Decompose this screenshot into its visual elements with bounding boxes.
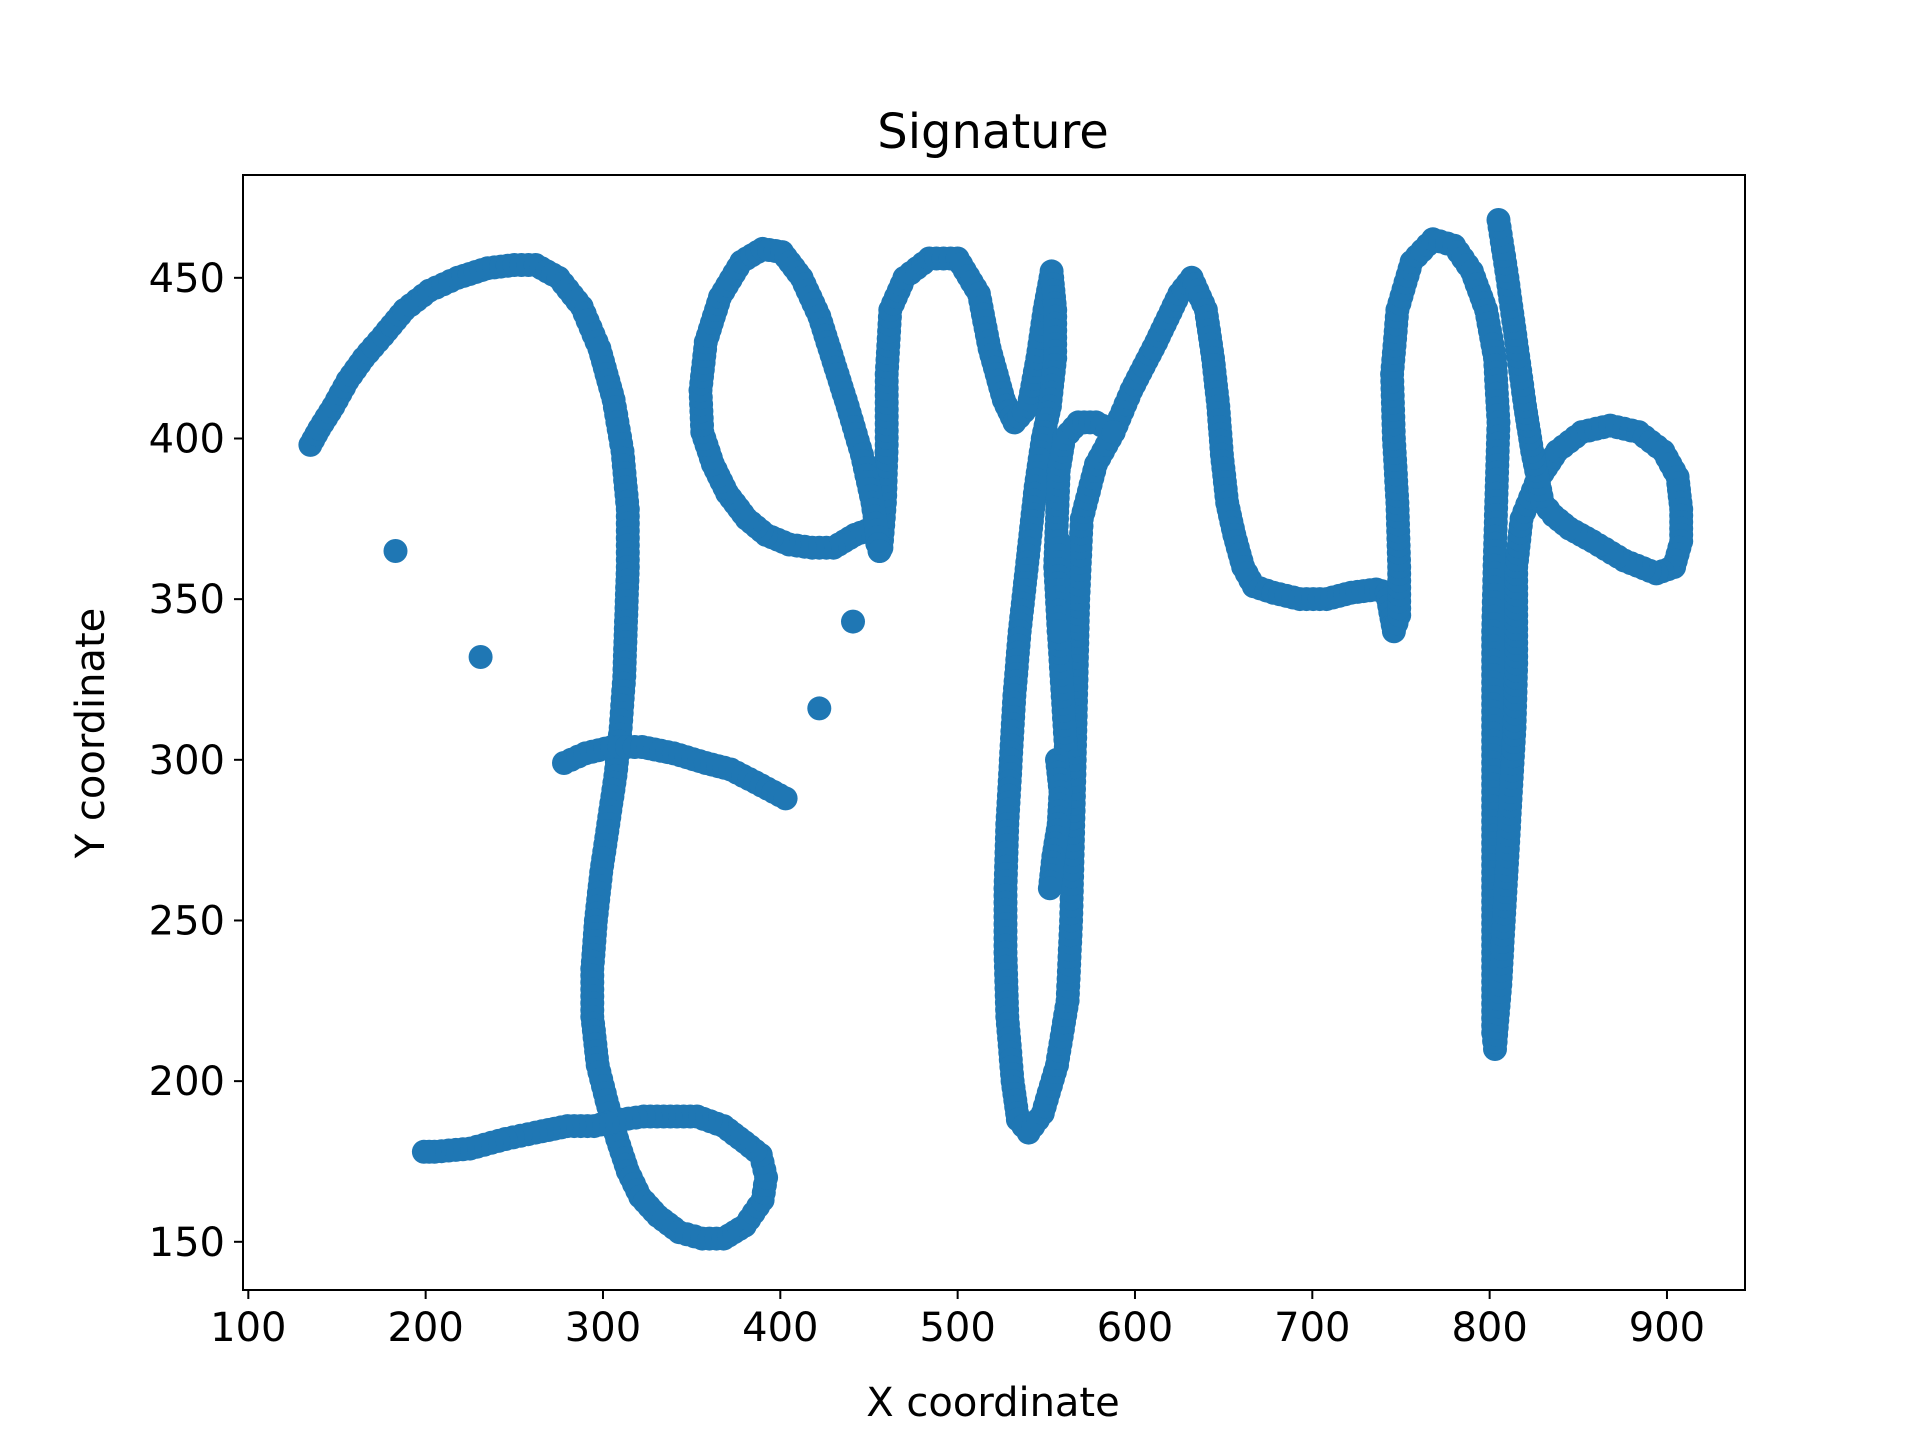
y-tick-label: 300 — [149, 738, 225, 784]
data-point — [773, 786, 798, 811]
x-tick-label: 900 — [1629, 1305, 1705, 1351]
y-tick-label: 150 — [149, 1220, 225, 1266]
data-point — [807, 696, 832, 721]
scatter-points — [298, 208, 1694, 1251]
y-tick-label: 250 — [149, 898, 225, 944]
y-tick-label: 350 — [149, 577, 225, 623]
x-tick-label: 400 — [742, 1305, 818, 1351]
plot-area-frame — [242, 174, 1746, 1291]
data-point — [867, 539, 892, 563]
y-tick-label: 450 — [149, 256, 225, 302]
y-axis: 150 200 250 300 350 400 450 — [149, 256, 243, 1266]
x-axis-label: X coordinate — [866, 1380, 1119, 1426]
x-tick-label: 100 — [210, 1305, 286, 1351]
data-point — [468, 645, 493, 669]
data-point — [841, 609, 865, 634]
x-tick-label: 500 — [919, 1305, 995, 1351]
chart-title: Signature — [877, 104, 1109, 160]
x-tick-label: 300 — [565, 1305, 641, 1351]
x-tick-label: 200 — [387, 1305, 463, 1351]
x-tick-label: 800 — [1451, 1305, 1527, 1351]
data-point — [1037, 876, 1062, 901]
x-tick-label: 700 — [1274, 1305, 1350, 1351]
data-point — [411, 1139, 436, 1164]
y-tick-label: 400 — [149, 416, 225, 462]
data-point — [1046, 619, 1071, 644]
x-axis: 100 200 300 400 500 600 700 800 900 — [210, 1290, 1705, 1351]
data-point — [1101, 420, 1126, 445]
x-tick-label: 600 — [1097, 1305, 1173, 1351]
data-point — [383, 539, 408, 563]
data-point — [1486, 208, 1511, 232]
y-tick-label: 200 — [149, 1059, 225, 1105]
y-axis-label: Y coordinate — [68, 608, 114, 860]
